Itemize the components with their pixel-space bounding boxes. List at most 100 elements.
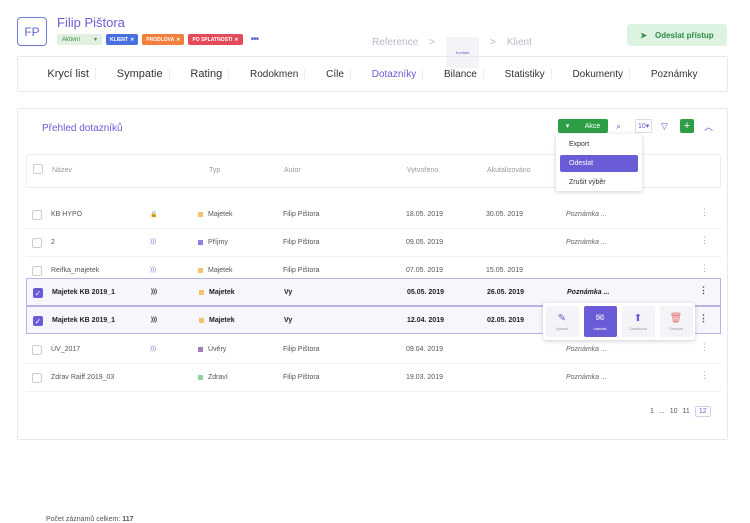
three-dots-icon[interactable]: ••• [250, 34, 259, 45]
chevron-up-icon[interactable]: ︿ [704, 121, 714, 132]
breadcrumb-separator: > [489, 37, 496, 48]
table-row[interactable]: ÚV_2017))) Úvěry Filip Pištora 09.04. 2019 P… [26, 336, 721, 364]
rss-icon: ))) [151, 289, 157, 295]
type-color-swatch [199, 318, 204, 323]
tab-statistiky[interactable]: Statistiky [499, 68, 552, 80]
add-button[interactable]: + [680, 119, 694, 133]
column-aktualizovano[interactable]: Akutalizováno [487, 167, 531, 174]
tab-sympatie[interactable]: Sympatie [111, 68, 170, 80]
tab-dokumenty[interactable]: Dokumenty [566, 68, 631, 80]
search-icon[interactable]: ⌕ [616, 120, 622, 131]
tab-rodokmen[interactable]: Rodokmen [244, 68, 306, 80]
select-all-checkbox[interactable] [33, 164, 43, 174]
table-row[interactable]: 2))) Příjmy Filip Pištora 09.05. 2019 Poznám… [26, 229, 721, 257]
page-size-select[interactable]: 10 ▾ [635, 119, 653, 133]
breadcrumb-klient[interactable]: Klient [506, 37, 532, 48]
record-count-label: Počet záznamů celkem: [46, 516, 121, 523]
kebab-menu-icon[interactable]: ⋮ [699, 313, 708, 323]
row-checkbox[interactable] [32, 373, 42, 383]
row-name[interactable]: ÚV_2017 [51, 346, 81, 353]
column-autor[interactable]: Autor [284, 167, 301, 174]
status-select[interactable]: Aktivní ▾ [57, 34, 103, 45]
row-type-label: Majetek [208, 211, 233, 218]
row-created: 09.04. 2019 [406, 346, 443, 353]
akce-menu: Export Odeslat Zrušit výběr [556, 134, 642, 191]
tag-list: Aktivní ▾ KLIENT ✕ PRODLOVA ✕ PO SPLATNOSTI… [57, 34, 259, 45]
column-vytvoreno[interactable]: Vytvořeno [407, 167, 439, 174]
row-note: Poznámka ... [566, 374, 607, 381]
menu-item-odeslat[interactable]: Odeslat [560, 155, 638, 172]
tab-rating[interactable]: Rating [184, 68, 230, 80]
row-author: Filip Pištora [283, 374, 320, 381]
tag-klient[interactable]: KLIENT ✕ [106, 34, 139, 45]
row-updated: 02.05. 2019 [487, 317, 524, 324]
row-checkbox[interactable]: ✓ [33, 288, 43, 298]
action-label: Smazat [669, 325, 683, 331]
table-row[interactable]: KB HYPO 🔒 Majetek Filip Pištora 18.05. 2019 3… [26, 201, 721, 229]
action-label: Upravit [555, 325, 569, 331]
kebab-menu-icon[interactable]: ⋮ [700, 342, 709, 352]
page-11[interactable]: 11 [682, 408, 690, 415]
breadcrumb-separator: > [429, 37, 435, 48]
tab-dotazniky[interactable]: Dotazníky [366, 68, 424, 80]
send-access-button[interactable]: ➤ Odeslat přístup [627, 24, 727, 46]
row-author: Vy [284, 289, 293, 296]
tab-bilance[interactable]: Bilance [438, 68, 484, 80]
row-created: 05.05. 2019 [407, 289, 444, 296]
row-author: Vy [284, 317, 293, 324]
row-name[interactable]: Reifka_majetek [51, 267, 100, 274]
page-12[interactable]: 12 [694, 406, 711, 417]
breadcrumb-kontakt[interactable]: Kontakt [445, 37, 479, 68]
action-label: odeslat [593, 325, 607, 331]
tag-po-splatnosti[interactable]: PO SPLATNOSTI ✕ [188, 34, 243, 45]
row-note: Poznámka ... [566, 211, 607, 218]
kebab-menu-icon[interactable]: ⋮ [700, 235, 709, 245]
filter-icon[interactable]: ▽ [661, 120, 668, 131]
kebab-menu-icon[interactable]: ⋮ [700, 370, 709, 380]
kebab-menu-icon[interactable]: ⋮ [699, 285, 708, 295]
page-1[interactable]: 1 [650, 408, 654, 415]
table-row[interactable]: Zdrav Raiff 2019_03 Zdraví Filip Pištora 19… [26, 364, 721, 392]
menu-item-zrusit-vyber[interactable]: Zrušit výběr [569, 179, 606, 186]
send-action-button[interactable]: ✉ odeslat [583, 306, 617, 337]
akce-button[interactable]: ▾ Akce [558, 119, 608, 133]
column-typ[interactable]: Typ [209, 167, 221, 174]
row-checkbox[interactable] [32, 345, 42, 355]
client-name: Filip Pištora [57, 15, 125, 30]
row-author: Filip Pištora [283, 267, 320, 274]
tab-poznamky[interactable]: Poznámky [650, 68, 698, 80]
column-nazev[interactable]: Název [52, 167, 72, 174]
close-icon[interactable]: ✕ [234, 36, 239, 43]
row-name[interactable]: Zdrav Raiff 2019_03 [51, 374, 115, 381]
send-icon: ➤ [640, 30, 647, 40]
row-type: Majetek [198, 211, 233, 218]
row-checkbox[interactable] [32, 210, 42, 220]
close-icon[interactable]: ✕ [130, 36, 135, 43]
delete-action-button[interactable]: 🗑 Smazat [659, 306, 693, 337]
avatar[interactable]: FP [17, 17, 47, 46]
tag-prodlova[interactable]: PRODLOVA ✕ [142, 34, 185, 45]
kebab-menu-icon[interactable]: ⋮ [700, 263, 709, 273]
page-ellipsis: ... [658, 408, 665, 415]
tab-kryci-list[interactable]: Krycí list [41, 68, 96, 80]
action-label: Zamknout [629, 325, 647, 331]
close-icon[interactable]: ✕ [176, 36, 181, 43]
row-name[interactable]: Majetek KB 2019_1 [52, 317, 116, 324]
row-checkbox[interactable]: ✓ [33, 316, 43, 326]
row-name[interactable]: KB HYPO [51, 211, 83, 218]
lock-action-button[interactable]: ⬆ Zamknout [621, 306, 655, 337]
page-10[interactable]: 10 [669, 408, 678, 415]
breadcrumb-reference[interactable]: Reference [372, 37, 419, 48]
row-created: 12.04. 2019 [407, 317, 444, 324]
row-checkbox[interactable] [32, 238, 42, 248]
edit-action-button[interactable]: ✎ Upravit [545, 306, 579, 337]
chevron-down-icon: ▾ [565, 123, 570, 130]
row-name[interactable]: 2 [51, 239, 55, 246]
menu-item-export[interactable]: Export [569, 141, 590, 148]
row-name[interactable]: Majetek KB 2019_1 [52, 289, 116, 296]
table-row[interactable]: ✓ Majetek KB 2019_1))) Majetek Vy 05.05. 201… [26, 278, 721, 306]
rss-icon: ))) [150, 346, 156, 352]
row-checkbox[interactable] [32, 266, 42, 276]
kebab-menu-icon[interactable]: ⋮ [700, 207, 709, 217]
tab-cile[interactable]: Cíle [320, 68, 351, 80]
